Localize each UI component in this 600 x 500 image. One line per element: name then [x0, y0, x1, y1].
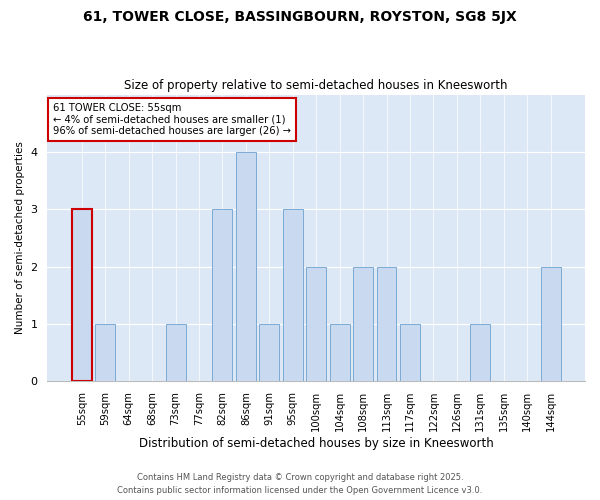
Bar — [283, 210, 303, 382]
Bar — [95, 324, 115, 382]
Y-axis label: Number of semi-detached properties: Number of semi-detached properties — [15, 142, 25, 334]
Bar — [212, 210, 232, 382]
Bar — [541, 266, 560, 382]
Bar — [166, 324, 185, 382]
Bar — [72, 210, 92, 382]
Bar — [377, 266, 397, 382]
Bar — [259, 324, 279, 382]
Text: 61 TOWER CLOSE: 55sqm
← 4% of semi-detached houses are smaller (1)
96% of semi-d: 61 TOWER CLOSE: 55sqm ← 4% of semi-detac… — [53, 103, 291, 136]
Bar — [400, 324, 420, 382]
X-axis label: Distribution of semi-detached houses by size in Kneesworth: Distribution of semi-detached houses by … — [139, 437, 494, 450]
Title: Size of property relative to semi-detached houses in Kneesworth: Size of property relative to semi-detach… — [124, 79, 508, 92]
Bar — [353, 266, 373, 382]
Bar — [306, 266, 326, 382]
Bar — [470, 324, 490, 382]
Text: Contains HM Land Registry data © Crown copyright and database right 2025.
Contai: Contains HM Land Registry data © Crown c… — [118, 474, 482, 495]
Bar — [236, 152, 256, 382]
Text: 61, TOWER CLOSE, BASSINGBOURN, ROYSTON, SG8 5JX: 61, TOWER CLOSE, BASSINGBOURN, ROYSTON, … — [83, 10, 517, 24]
Bar — [329, 324, 350, 382]
